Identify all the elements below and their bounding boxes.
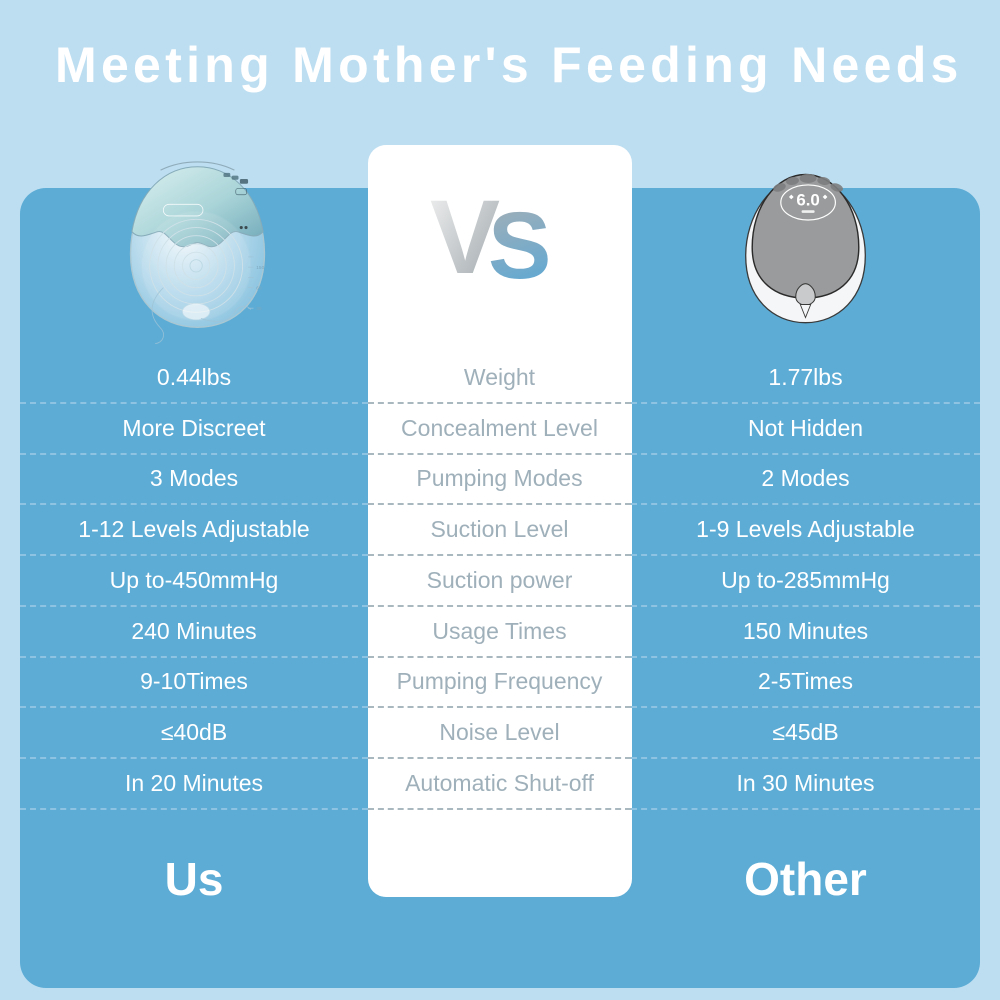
svg-text:30: 30 <box>256 306 262 312</box>
svg-text:S: S <box>488 193 551 299</box>
svg-text:◆: ◆ <box>823 195 828 201</box>
svg-text:◆: ◆ <box>789 195 794 201</box>
svg-text:150: 150 <box>256 265 264 271</box>
svg-text:60: 60 <box>256 286 262 292</box>
svg-text:6.0: 6.0 <box>796 191 819 210</box>
